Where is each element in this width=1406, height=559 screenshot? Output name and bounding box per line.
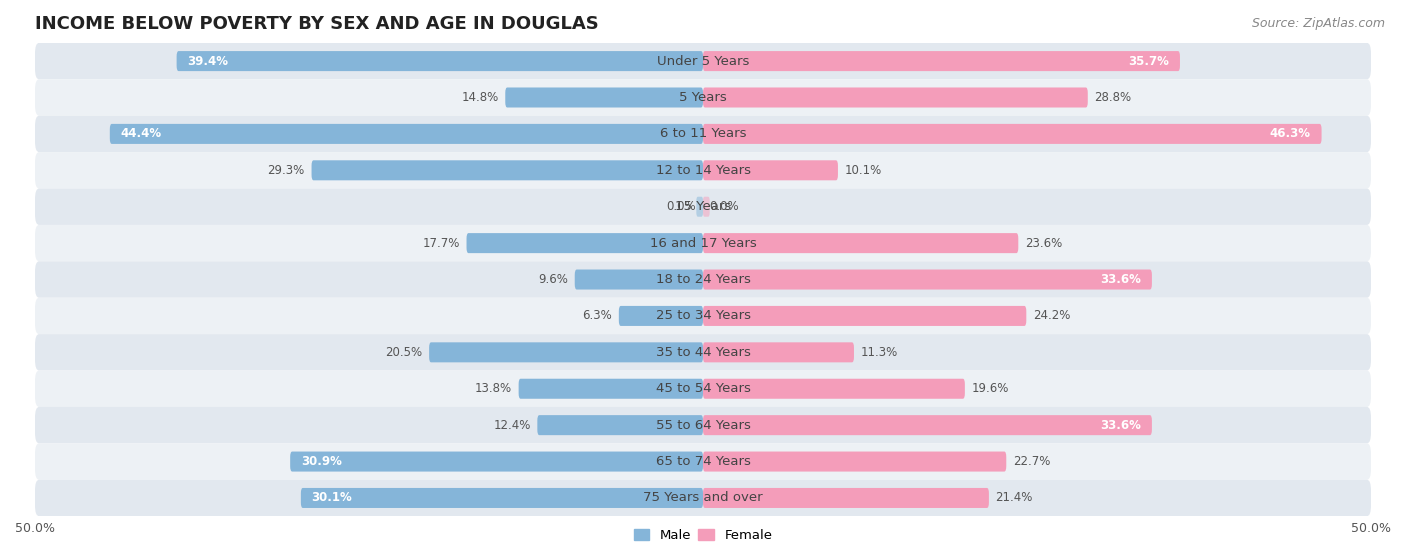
FancyBboxPatch shape [35,116,1371,152]
Text: 6.3%: 6.3% [582,310,612,323]
FancyBboxPatch shape [35,43,1371,79]
FancyBboxPatch shape [35,298,1371,334]
Text: 0.0%: 0.0% [710,200,740,213]
FancyBboxPatch shape [703,342,853,362]
FancyBboxPatch shape [703,415,1152,435]
FancyBboxPatch shape [35,334,1371,371]
FancyBboxPatch shape [301,488,703,508]
Text: 28.8%: 28.8% [1094,91,1132,104]
Text: 30.9%: 30.9% [301,455,342,468]
Text: 18 to 24 Years: 18 to 24 Years [655,273,751,286]
Text: 19.6%: 19.6% [972,382,1010,395]
FancyBboxPatch shape [467,233,703,253]
FancyBboxPatch shape [703,452,1007,472]
Text: INCOME BELOW POVERTY BY SEX AND AGE IN DOUGLAS: INCOME BELOW POVERTY BY SEX AND AGE IN D… [35,15,599,33]
FancyBboxPatch shape [505,88,703,107]
Text: 9.6%: 9.6% [538,273,568,286]
FancyBboxPatch shape [619,306,703,326]
Text: 35.7%: 35.7% [1129,55,1170,68]
Text: 55 to 64 Years: 55 to 64 Years [655,419,751,432]
Text: Under 5 Years: Under 5 Years [657,55,749,68]
Text: 45 to 54 Years: 45 to 54 Years [655,382,751,395]
FancyBboxPatch shape [35,188,1371,225]
FancyBboxPatch shape [35,371,1371,407]
FancyBboxPatch shape [35,152,1371,188]
FancyBboxPatch shape [312,160,703,181]
FancyBboxPatch shape [519,379,703,399]
Text: 25 to 34 Years: 25 to 34 Years [655,310,751,323]
FancyBboxPatch shape [35,480,1371,516]
FancyBboxPatch shape [703,160,838,181]
Text: 22.7%: 22.7% [1012,455,1050,468]
Text: 17.7%: 17.7% [422,236,460,250]
FancyBboxPatch shape [35,79,1371,116]
Text: 20.5%: 20.5% [385,346,422,359]
FancyBboxPatch shape [703,488,988,508]
FancyBboxPatch shape [177,51,703,71]
FancyBboxPatch shape [575,269,703,290]
Text: 12.4%: 12.4% [494,419,530,432]
FancyBboxPatch shape [703,88,1088,107]
FancyBboxPatch shape [703,124,1322,144]
FancyBboxPatch shape [110,124,703,144]
Text: Source: ZipAtlas.com: Source: ZipAtlas.com [1251,17,1385,30]
FancyBboxPatch shape [35,261,1371,298]
Text: 5 Years: 5 Years [679,91,727,104]
Text: 12 to 14 Years: 12 to 14 Years [655,164,751,177]
Text: 33.6%: 33.6% [1101,273,1142,286]
Text: 6 to 11 Years: 6 to 11 Years [659,127,747,140]
FancyBboxPatch shape [703,379,965,399]
Text: 0.0%: 0.0% [666,200,696,213]
Text: 16 and 17 Years: 16 and 17 Years [650,236,756,250]
FancyBboxPatch shape [537,415,703,435]
Text: 21.4%: 21.4% [995,491,1033,504]
FancyBboxPatch shape [703,269,1152,290]
FancyBboxPatch shape [35,443,1371,480]
Text: 33.6%: 33.6% [1101,419,1142,432]
FancyBboxPatch shape [703,51,1180,71]
Legend: Male, Female: Male, Female [628,524,778,547]
FancyBboxPatch shape [290,452,703,472]
FancyBboxPatch shape [35,225,1371,261]
FancyBboxPatch shape [703,306,1026,326]
Text: 44.4%: 44.4% [121,127,162,140]
Text: 10.1%: 10.1% [845,164,882,177]
Text: 13.8%: 13.8% [475,382,512,395]
Text: 14.8%: 14.8% [461,91,499,104]
Text: 39.4%: 39.4% [187,55,228,68]
FancyBboxPatch shape [35,407,1371,443]
FancyBboxPatch shape [703,233,1018,253]
Text: 23.6%: 23.6% [1025,236,1062,250]
Text: 15 Years: 15 Years [675,200,731,213]
FancyBboxPatch shape [696,197,703,217]
Text: 29.3%: 29.3% [267,164,305,177]
Text: 30.1%: 30.1% [312,491,353,504]
FancyBboxPatch shape [429,342,703,362]
Text: 11.3%: 11.3% [860,346,898,359]
Text: 65 to 74 Years: 65 to 74 Years [655,455,751,468]
Text: 46.3%: 46.3% [1270,127,1310,140]
Text: 24.2%: 24.2% [1033,310,1070,323]
Text: 35 to 44 Years: 35 to 44 Years [655,346,751,359]
Text: 75 Years and over: 75 Years and over [643,491,763,504]
FancyBboxPatch shape [703,197,710,217]
